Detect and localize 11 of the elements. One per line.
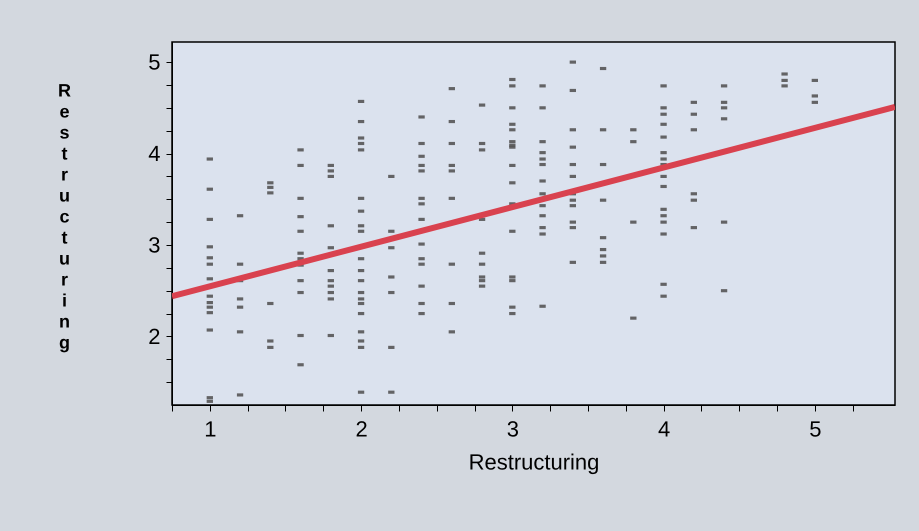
x-tick-label: 4 xyxy=(658,416,670,442)
x-tick-label: 3 xyxy=(506,416,519,442)
x-axis-title: Restructuring xyxy=(468,450,600,474)
x-tick-label: 1 xyxy=(204,416,216,442)
x-tick-label: 2 xyxy=(355,416,368,442)
y-tick-label: 2 xyxy=(148,324,160,349)
text: Restructuring xyxy=(58,80,71,352)
y-tick-label: 3 xyxy=(148,232,160,258)
y-tick-label: 4 xyxy=(148,141,160,166)
y-tick-label: 5 xyxy=(148,50,160,75)
x-tick-label: 5 xyxy=(809,416,822,442)
